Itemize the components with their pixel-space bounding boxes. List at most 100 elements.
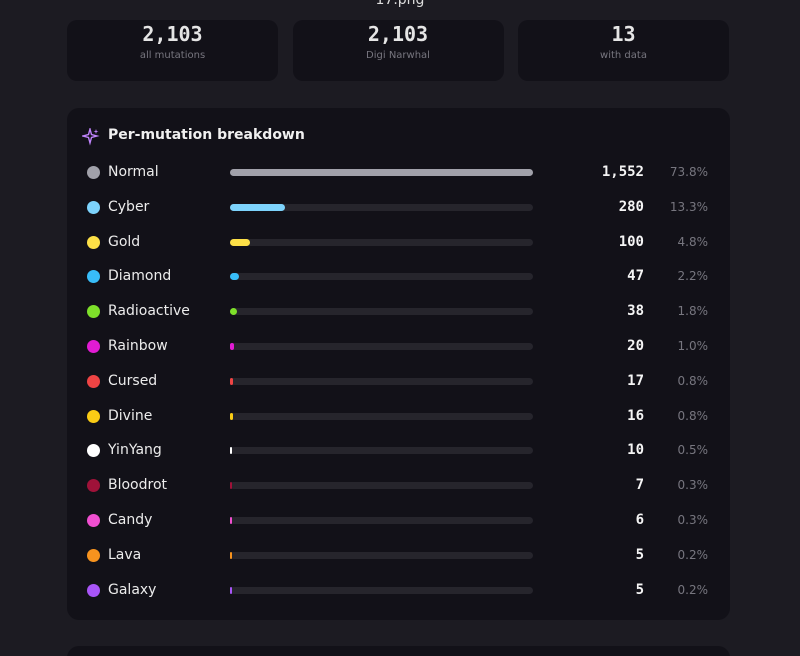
mutation-percent: 0.8% xyxy=(677,373,709,388)
share-bar xyxy=(230,343,235,350)
share-bar xyxy=(230,412,234,420)
bar-track xyxy=(230,343,533,350)
mutation-count: 38 xyxy=(627,303,644,320)
bar-track xyxy=(230,169,533,176)
color-dot xyxy=(87,305,100,319)
mutation-name: Divine xyxy=(108,407,153,424)
color-dot xyxy=(87,340,100,353)
mutation-name: Diamond xyxy=(108,268,172,285)
mutation-row: Lava 5 0.2% xyxy=(67,539,730,573)
mutation-count: 1,552 xyxy=(601,164,644,180)
mutation-percent: 4.8% xyxy=(677,234,709,249)
share-bar xyxy=(230,308,238,316)
mutation-count: 280 xyxy=(618,198,644,215)
mutation-name: Cursed xyxy=(108,372,158,389)
mutation-count: 7 xyxy=(635,477,644,494)
share-bar xyxy=(230,551,232,559)
mutation-percent: 0.2% xyxy=(677,582,709,597)
share-bar xyxy=(230,203,285,211)
sparkle-icon xyxy=(82,128,100,146)
stat-value: 13 xyxy=(611,22,636,46)
color-dot xyxy=(87,583,100,597)
mutation-count: 5 xyxy=(635,581,644,598)
mutation-count: 5 xyxy=(635,546,644,563)
stat-card: 13 with data xyxy=(518,20,729,81)
mutation-count: 47 xyxy=(627,268,644,285)
color-dot xyxy=(87,166,100,179)
next-panel xyxy=(67,646,730,656)
mutation-name: Bloodrot xyxy=(108,477,168,494)
bar-track xyxy=(230,586,533,594)
bar-track xyxy=(230,203,533,211)
mutation-count: 17 xyxy=(627,372,644,389)
mutation-percent: 0.3% xyxy=(677,478,709,493)
mutation-row: Cyber 280 13.3% xyxy=(67,191,730,225)
mutation-name: Candy xyxy=(108,512,153,528)
mutation-row: Gold 100 4.8% xyxy=(67,226,730,260)
bar-track xyxy=(230,447,533,455)
mutation-name: Galaxy xyxy=(108,581,157,598)
stat-value: 2,103 xyxy=(142,22,203,46)
share-bar xyxy=(230,238,250,246)
mutation-name: Normal xyxy=(108,164,159,180)
bar-track xyxy=(230,551,533,559)
bar-track xyxy=(230,482,533,490)
color-dot xyxy=(87,548,100,562)
mutation-name: Rainbow xyxy=(108,338,168,354)
mutation-row: Radioactive 38 1.8% xyxy=(67,295,730,329)
mutation-percent: 1.8% xyxy=(677,304,709,319)
mutation-count: 6 xyxy=(635,512,644,528)
stat-card: 2,103 Digi Narwhal xyxy=(292,20,504,81)
mutation-row: Rainbow 20 1.0% xyxy=(67,330,730,364)
stat-value: 2,103 xyxy=(367,22,429,46)
breakdown-panel: Per-mutation breakdown Normal 1,552 73.8% C… xyxy=(67,108,730,620)
share-bar xyxy=(230,169,533,176)
mutation-count: 10 xyxy=(627,442,644,459)
breakdown-title: Per-mutation breakdown xyxy=(108,127,305,143)
mutation-percent: 0.5% xyxy=(677,443,709,458)
mutation-percent: 2.2% xyxy=(677,269,709,284)
color-dot xyxy=(87,514,100,527)
mutation-row: Normal 1,552 73.8% xyxy=(67,156,730,190)
stat-label: all mutations xyxy=(139,50,206,61)
mutation-name: Lava xyxy=(108,546,142,563)
bar-track xyxy=(230,412,533,420)
mutation-row: Galaxy 5 0.2% xyxy=(67,574,730,608)
stat-label: with data xyxy=(600,50,647,61)
mutation-row: Candy 6 0.3% xyxy=(67,504,730,538)
mutation-row: Divine 16 0.8% xyxy=(67,400,730,434)
mutation-row: Cursed 17 0.8% xyxy=(67,365,730,399)
share-bar xyxy=(230,377,234,385)
share-bar xyxy=(230,517,232,524)
bar-track xyxy=(230,308,533,316)
mutation-name: YinYang xyxy=(108,442,162,459)
stat-card: 2,103 all mutations xyxy=(67,20,278,81)
mutation-row: YinYang 10 0.5% xyxy=(67,434,730,468)
share-bar xyxy=(230,586,232,594)
mutation-count: 20 xyxy=(627,338,644,354)
mutation-percent: 73.8% xyxy=(669,165,708,179)
color-dot xyxy=(87,235,100,249)
bar-track xyxy=(230,517,533,524)
filename: 17.png xyxy=(375,0,425,8)
mutation-percent: 0.2% xyxy=(677,547,709,562)
mutation-percent: 0.3% xyxy=(677,513,709,527)
color-dot xyxy=(87,479,100,493)
stat-label: Digi Narwhal xyxy=(366,50,430,61)
share-bar xyxy=(230,273,240,281)
mutation-name: Gold xyxy=(108,233,141,250)
color-dot xyxy=(87,444,100,458)
color-dot xyxy=(87,374,100,388)
color-dot xyxy=(87,200,100,214)
mutation-percent: 0.8% xyxy=(677,408,709,423)
bar-track xyxy=(230,273,533,281)
bar-track xyxy=(230,377,533,385)
mutation-count: 16 xyxy=(627,407,644,424)
mutation-row: Diamond 47 2.2% xyxy=(67,260,730,294)
share-bar xyxy=(230,482,232,490)
mutation-name: Cyber xyxy=(108,198,150,215)
share-bar xyxy=(230,447,233,455)
color-dot xyxy=(87,409,100,423)
mutation-row: Bloodrot 7 0.3% xyxy=(67,469,730,503)
mutation-percent: 13.3% xyxy=(669,199,708,214)
